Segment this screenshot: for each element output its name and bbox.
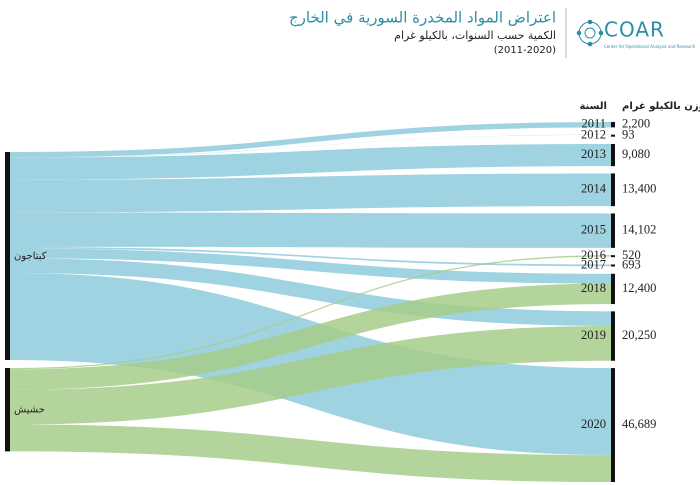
flow: [10, 248, 611, 284]
year-label: 2013: [581, 147, 606, 161]
year-label: 2019: [581, 328, 606, 342]
value-label: 693: [622, 257, 641, 271]
year-node: [611, 368, 615, 482]
logo-tagline: Center for Operational Analysis and Rese…: [604, 44, 696, 49]
year-node: [611, 122, 615, 128]
flow: [10, 246, 611, 267]
year-node: [611, 273, 615, 305]
year-label: 2011: [581, 117, 606, 131]
flow: [10, 424, 611, 482]
flow: [10, 122, 611, 158]
flow: [10, 173, 611, 213]
year-label: 2017: [581, 257, 606, 271]
year-label: 2016: [581, 248, 606, 262]
year-label: 2018: [581, 281, 606, 295]
year-node: [611, 143, 615, 167]
year-node: [611, 213, 615, 248]
source-node: [5, 152, 10, 361]
value-label: 93: [622, 128, 635, 142]
flow: [10, 212, 611, 248]
flow: [10, 325, 611, 425]
year-label: 2020: [581, 417, 606, 431]
year-node: [611, 264, 615, 267]
chart-subtitle: الكمية حسب السنوات، بالكيلو غرام: [394, 29, 556, 42]
year-label: 2015: [581, 223, 606, 237]
period: (2011-2020): [494, 45, 556, 56]
flow: [10, 255, 611, 370]
value-label: 12,400: [622, 281, 656, 295]
source-label: كبتاجون: [14, 251, 47, 262]
year-node: [611, 311, 615, 361]
year-node: [611, 173, 615, 207]
year-node: [611, 255, 615, 258]
value-label: 2,200: [622, 117, 650, 131]
value-label: 520: [622, 248, 641, 262]
value-label: 14,102: [622, 223, 656, 237]
value-header: الوزن بالكيلو غرام: [622, 101, 700, 112]
logo-name: COAR: [604, 18, 665, 42]
chart-title: اعتراض المواد المخدرة السورية في الخارج: [289, 9, 556, 28]
flows: [10, 122, 611, 482]
logo-icon: [576, 19, 604, 47]
value-label: 9,080: [622, 147, 650, 161]
year-node: [611, 134, 615, 137]
source-label: حشيش: [14, 405, 45, 416]
year-header: السنة: [579, 101, 607, 112]
value-label: 20,250: [622, 328, 656, 342]
value-label: 13,400: [622, 182, 656, 196]
year-label: 2014: [581, 182, 607, 196]
flow: [10, 134, 611, 158]
year-label: 2012: [581, 128, 606, 142]
source-node: [5, 368, 10, 452]
flow: [10, 283, 611, 390]
value-label: 46,689: [622, 417, 656, 431]
flow: [10, 143, 611, 180]
